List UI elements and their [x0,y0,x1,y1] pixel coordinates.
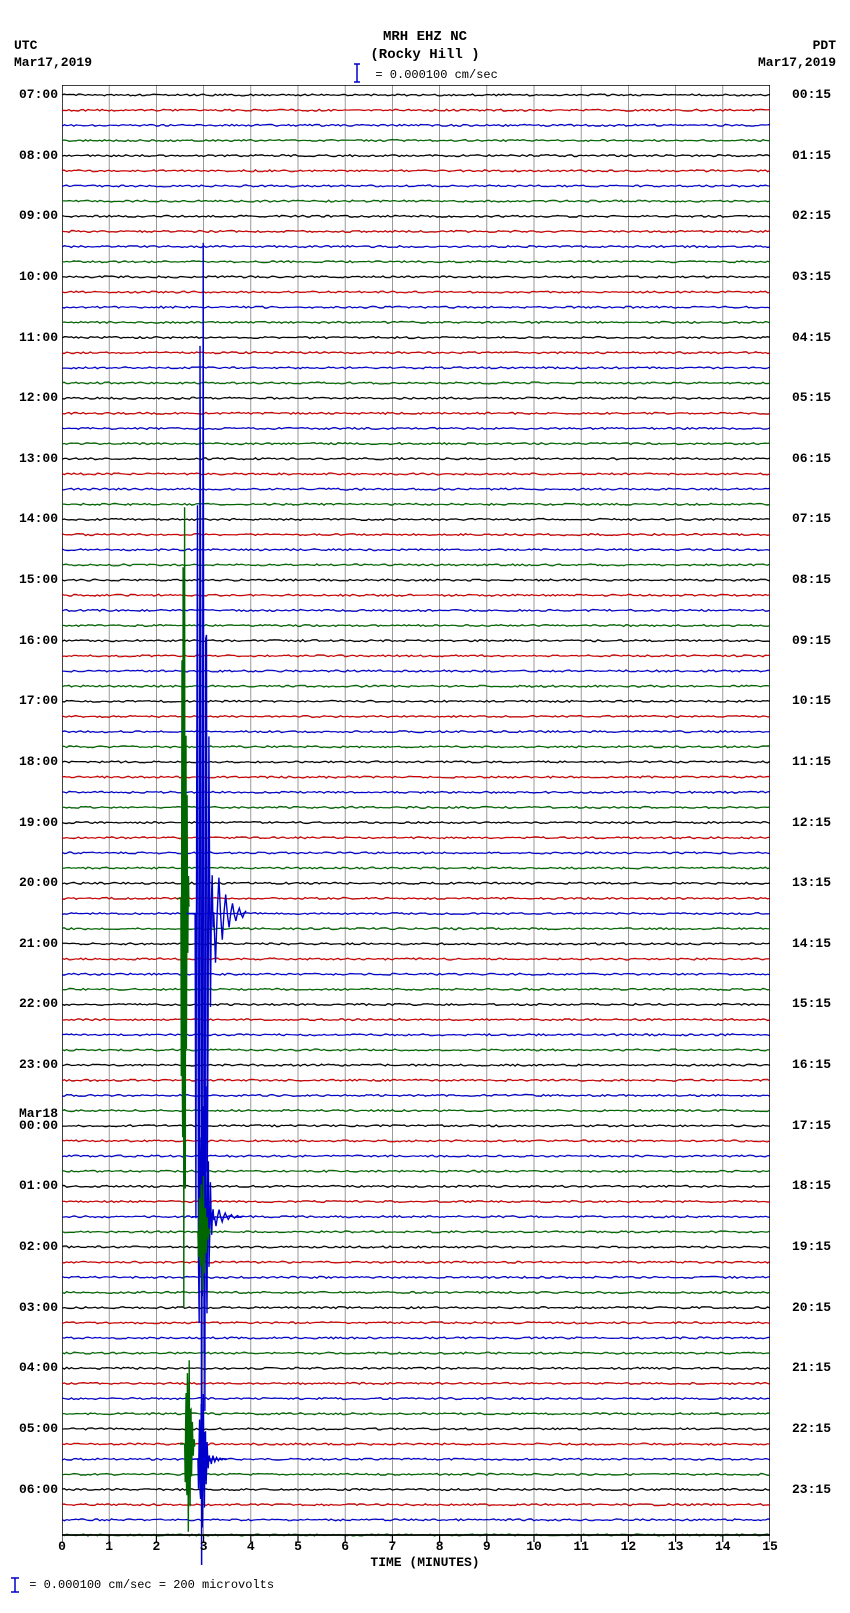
tz-left: UTC Mar17,2019 [14,38,92,72]
tz-right: PDT Mar17,2019 [758,38,836,72]
pdt-time-label: 03:15 [792,269,831,284]
utc-time-label: 04:00 [19,1360,58,1375]
utc-time-label: 15:00 [19,572,58,587]
pdt-time-label: 15:15 [792,996,831,1011]
pdt-time-label: 23:15 [792,1482,831,1497]
chart-header: MRH EHZ NC (Rocky Hill ) [0,28,850,64]
pdt-time-label: 09:15 [792,633,831,648]
utc-time-label: 14:00 [19,511,58,526]
tz-right-date: Mar17,2019 [758,55,836,72]
utc-time-label: 02:00 [19,1239,58,1254]
pdt-time-label: 21:15 [792,1360,831,1375]
xaxis-tick: 0 [58,1539,66,1554]
utc-time-label: 10:00 [19,269,58,284]
pdt-time-label: 01:15 [792,148,831,163]
utc-time-label: 09:00 [19,208,58,223]
utc-time-label: 06:00 [19,1482,58,1497]
xaxis-tick: 13 [668,1539,684,1554]
pdt-time-label: 17:15 [792,1118,831,1133]
footer-text: = 0.000100 cm/sec = 200 microvolts [29,1578,274,1592]
xaxis-tick: 5 [294,1539,302,1554]
pdt-time-label: 11:15 [792,754,831,769]
utc-time-label: 07:00 [19,87,58,102]
pdt-time-label: 13:15 [792,875,831,890]
xaxis-tick: 15 [762,1539,778,1554]
utc-time-label: 23:00 [19,1057,58,1072]
pdt-time-label: 12:15 [792,815,831,830]
utc-time-label: 17:00 [19,693,58,708]
tz-left-label: UTC [14,38,92,55]
seismogram-plot [62,85,770,1565]
pdt-time-label: 22:15 [792,1421,831,1436]
xaxis-tick: 6 [341,1539,349,1554]
utc-time-label: 08:00 [19,148,58,163]
pdt-time-label: 02:15 [792,208,831,223]
utc-time-label: 05:00 [19,1421,58,1436]
utc-time-label: 00:00 [19,1118,58,1133]
utc-time-label: 03:00 [19,1300,58,1315]
xaxis-tick: 2 [152,1539,160,1554]
pdt-time-label: 04:15 [792,330,831,345]
pdt-time-label: 20:15 [792,1300,831,1315]
utc-time-label: 22:00 [19,996,58,1011]
xaxis-label: TIME (MINUTES) [0,1555,850,1570]
xaxis-tick: 14 [715,1539,731,1554]
footer-bar-icon [8,1578,29,1592]
xaxis-tick: 12 [621,1539,637,1554]
utc-time-label: 11:00 [19,330,58,345]
pdt-time-label: 05:15 [792,390,831,405]
xaxis-tick: 4 [247,1539,255,1554]
tz-left-date: Mar17,2019 [14,55,92,72]
utc-time-label: 20:00 [19,875,58,890]
xaxis-tick: 11 [573,1539,589,1554]
pdt-time-label: 07:15 [792,511,831,526]
pdt-time-label: 10:15 [792,693,831,708]
pdt-time-label: 08:15 [792,572,831,587]
utc-time-label: 16:00 [19,633,58,648]
xaxis-tick: 8 [436,1539,444,1554]
pdt-time-label: 16:15 [792,1057,831,1072]
utc-time-label: 21:00 [19,936,58,951]
pdt-time-label: 00:15 [792,87,831,102]
tz-right-label: PDT [758,38,836,55]
utc-time-label: 01:00 [19,1178,58,1193]
xaxis-tick: 10 [526,1539,542,1554]
footer-scale: = 0.000100 cm/sec = 200 microvolts [8,1577,274,1593]
pdt-time-label: 19:15 [792,1239,831,1254]
xaxis-tick: 7 [388,1539,396,1554]
utc-time-label: 13:00 [19,451,58,466]
pdt-time-label: 18:15 [792,1178,831,1193]
xaxis-tick: 1 [105,1539,113,1554]
left-time-labels: 07:00 08:00 09:00 10:00 11:00 12:00 13:00 14:00… [10,85,58,1565]
scale-text: = 0.000100 cm/sec [375,68,497,82]
utc-time-label: 12:00 [19,390,58,405]
station-code: MRH EHZ NC [0,28,850,46]
xaxis-tick: 9 [483,1539,491,1554]
pdt-time-label: 06:15 [792,451,831,466]
utc-time-label: 18:00 [19,754,58,769]
right-time-labels: 00:15 01:15 02:15 03:15 04:15 05:15 06:15 07:15… [792,85,840,1565]
xaxis-tick: 3 [200,1539,208,1554]
pdt-time-label: 14:15 [792,936,831,951]
utc-time-label: 19:00 [19,815,58,830]
